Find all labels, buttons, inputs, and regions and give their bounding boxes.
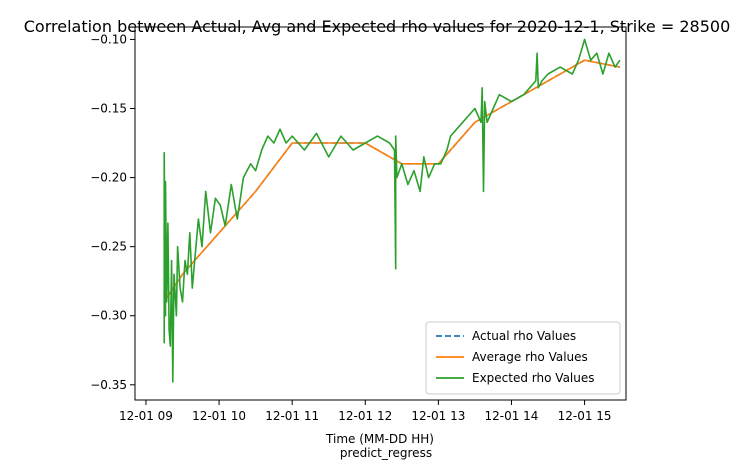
x-tick-label: 12-01 10	[192, 409, 246, 423]
x-tick-label: 12-01 15	[558, 409, 612, 423]
y-tick-label: −0.30	[90, 309, 127, 323]
x-tick-label: 12-01 14	[484, 409, 538, 423]
x-axis-label: Time (MM-DD HH)	[325, 432, 434, 446]
y-tick-label: −0.25	[90, 240, 127, 254]
plot-area	[163, 38, 621, 383]
legend-label: Actual rho Values	[472, 329, 576, 343]
y-tick-label: −0.20	[90, 171, 127, 185]
plot-frame	[134, 26, 627, 401]
legend-label: Average rho Values	[472, 350, 588, 364]
x-tick-label: 12-01 12	[338, 409, 392, 423]
y-tick-label: −0.15	[90, 102, 127, 116]
y-tick-label: −0.35	[90, 378, 127, 392]
legend: Actual rho Values Average rho Values Expec…	[425, 321, 621, 395]
series-line-2	[163, 59, 621, 303]
series-line-1	[163, 59, 621, 303]
series-line-3	[163, 38, 621, 383]
x-tick-label: 12-01 13	[411, 409, 465, 423]
x-tick-label: 12-01 11	[265, 409, 319, 423]
y-tick-label: −0.10	[90, 32, 127, 46]
legend-box	[425, 321, 621, 395]
x-axis: 12-01 09 12-01 10 12-01 11 12-01 12 12-01 13…	[119, 400, 612, 423]
y-axis: −0.35 −0.30 −0.25 −0.20 −0.15 −0.10	[90, 32, 135, 392]
x-axis-sublabel: predict_regress	[340, 446, 432, 460]
legend-label: Expected rho Values	[472, 371, 595, 385]
x-tick-label: 12-01 09	[119, 409, 173, 423]
